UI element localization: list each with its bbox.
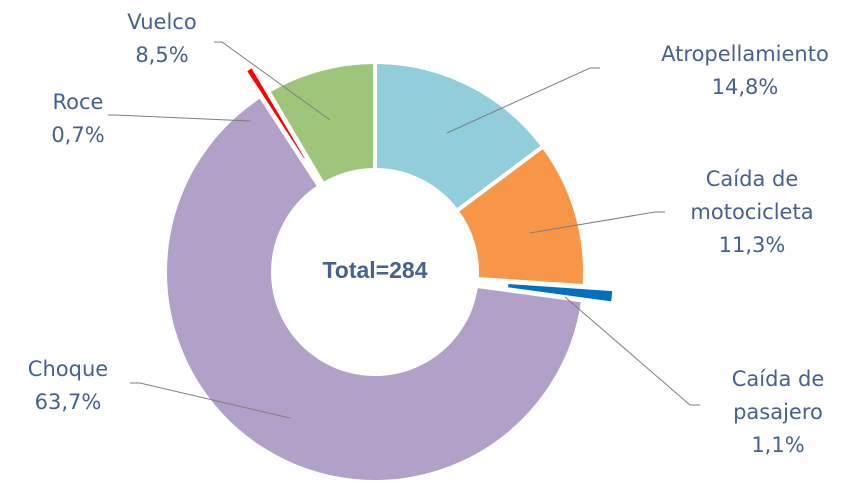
category-label: Roce <box>52 90 104 114</box>
value-label: 63,7% <box>34 390 102 414</box>
value-label: 11,3% <box>718 233 786 257</box>
value-label: 8,5% <box>135 43 189 67</box>
value-label: 0,7% <box>51 123 105 147</box>
data-label: Choque 63,7% <box>3 353 133 419</box>
donut-slice <box>373 59 547 214</box>
donut-slice <box>265 59 377 187</box>
donut-slice <box>163 93 586 484</box>
leader-line <box>214 41 331 121</box>
data-label: Caída de pasajero 1,1% <box>713 363 843 462</box>
data-label: Caída de motocicleta 11,3% <box>667 163 837 262</box>
category-label: Caída de motocicleta <box>690 167 814 224</box>
leader-line <box>108 114 251 122</box>
data-label: Atropellamiento 14,8% <box>635 38 855 104</box>
data-label: Roce 0,7% <box>23 86 133 152</box>
category-label: Vuelco <box>127 10 197 34</box>
center-text: Total=284 <box>322 257 427 283</box>
category-label: Choque <box>27 357 109 381</box>
value-label: 1,1% <box>751 433 805 457</box>
leader-line <box>564 296 700 406</box>
leader-line <box>446 67 600 134</box>
category-label: Atropellamiento <box>661 42 829 66</box>
data-label: Vuelco 8,5% <box>97 6 227 72</box>
category-label: Caída de pasajero <box>731 367 825 424</box>
leader-line <box>130 382 291 419</box>
leader-line <box>529 211 665 234</box>
value-label: 14,8% <box>711 75 779 99</box>
